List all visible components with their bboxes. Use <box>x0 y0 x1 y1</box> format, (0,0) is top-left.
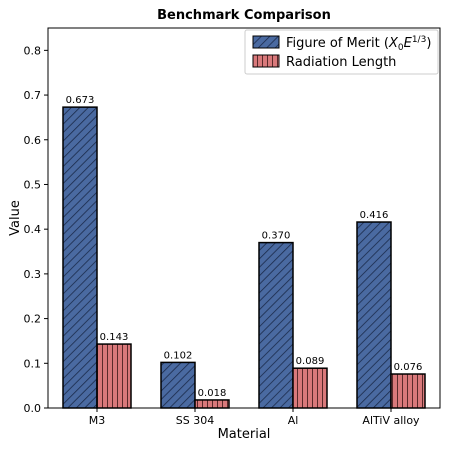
bar-radiation-length <box>96 343 132 409</box>
legend-label-figure-of-merit: Figure of Merit (X0E1/3) <box>286 35 431 53</box>
x-tick-label: M3 <box>89 414 106 427</box>
bar-radiation-length <box>194 399 230 409</box>
legend-swatch-figure-of-merit <box>252 35 280 49</box>
y-tick-label: 0.4 <box>24 223 42 236</box>
y-tick-label: 0.5 <box>24 178 42 191</box>
x-axis-ticks: M3 SS 304 Al AlTiV alloy <box>89 408 420 427</box>
y-axis-ticks: 0.0 0.1 0.2 0.3 0.4 0.5 0.6 0.7 0.8 <box>24 44 48 415</box>
bar-radiation-length <box>292 367 328 409</box>
bar-value-label: 0.018 <box>198 388 227 399</box>
y-tick-label: 0.3 <box>24 268 42 281</box>
y-tick-label: 0.0 <box>24 402 42 415</box>
bar-value-label: 0.143 <box>100 332 129 343</box>
bar-value-label: 0.416 <box>360 210 389 221</box>
y-axis-label: Value <box>8 200 23 236</box>
bar-value-label: 0.673 <box>66 95 95 106</box>
x-tick-label: AlTiV alloy <box>362 414 420 427</box>
x-axis-label: Material <box>218 427 271 442</box>
bar-value-label: 0.076 <box>394 362 423 373</box>
bar-value-label: 0.370 <box>262 231 291 242</box>
legend[interactable]: Figure of Merit (X0E1/3) Radiation Lengt… <box>244 29 439 75</box>
y-tick-label: 0.6 <box>24 134 42 147</box>
bar-figure-of-merit <box>356 221 392 409</box>
bars-group <box>62 106 426 409</box>
chart-title: Benchmark Comparison <box>157 8 331 23</box>
y-tick-label: 0.2 <box>24 313 42 326</box>
legend-swatch-radiation-length <box>252 54 280 68</box>
x-tick-label: SS 304 <box>176 414 214 427</box>
plot-frame <box>47 27 441 409</box>
y-tick-label: 0.7 <box>24 89 42 102</box>
bar-figure-of-merit <box>62 106 98 409</box>
legend-label-radiation-length: Radiation Length <box>286 55 396 70</box>
y-tick-label: 0.8 <box>24 44 42 57</box>
bar-figure-of-merit <box>160 361 196 409</box>
x-tick-label: Al <box>288 414 299 427</box>
y-tick-label: 0.1 <box>24 357 42 370</box>
bar-value-label: 0.102 <box>164 350 193 361</box>
bar-radiation-length <box>390 373 426 409</box>
data-labels-group: 0.673 0.143 0.102 0.018 0.370 0.089 0.416 0.076 <box>66 95 423 399</box>
bar-value-label: 0.089 <box>296 356 325 367</box>
legend-box <box>244 29 439 75</box>
bar-figure-of-merit <box>258 241 294 409</box>
